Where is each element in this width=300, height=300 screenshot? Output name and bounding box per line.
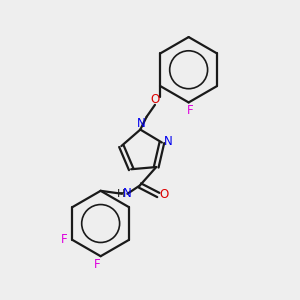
Text: F: F bbox=[61, 233, 67, 246]
Text: H: H bbox=[117, 189, 126, 199]
Text: F: F bbox=[187, 104, 194, 117]
Text: N: N bbox=[164, 134, 173, 148]
Text: N: N bbox=[123, 187, 132, 200]
Text: F: F bbox=[94, 258, 101, 271]
Text: O: O bbox=[160, 188, 169, 202]
Text: O: O bbox=[150, 93, 160, 106]
Text: N: N bbox=[136, 116, 145, 130]
